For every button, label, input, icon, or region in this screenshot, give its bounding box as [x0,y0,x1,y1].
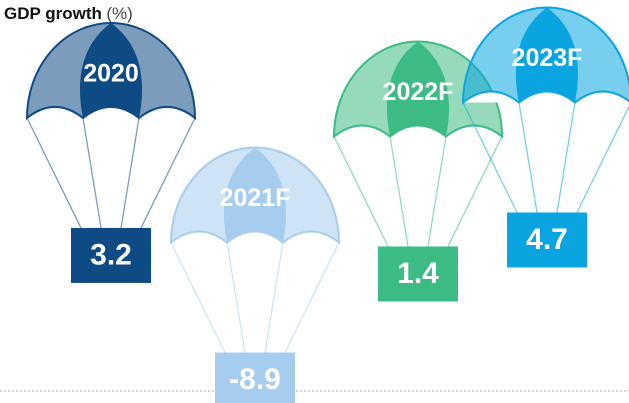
string [333,136,389,247]
value-label: 3.2 [90,238,132,271]
parachute: 2021F -8.9 [169,146,341,403]
string [427,136,447,247]
string [576,105,629,213]
parachute: 2020 3.2 [25,22,197,283]
string [140,117,196,229]
value-label: 4.7 [526,223,568,256]
string [556,102,576,213]
value-label: -8.9 [229,363,281,396]
chart-title: GDP growth (%) [4,4,133,23]
string [82,117,102,229]
canopy-stripe [515,7,579,103]
value-box [71,227,151,283]
unit: (%) [106,4,132,23]
category-label: 2022F [383,78,454,106]
value-box [507,212,587,268]
value-box [378,246,458,302]
canopy-stripe [386,41,450,137]
value-box [215,352,295,403]
string [389,136,409,247]
string [284,242,340,353]
string [264,242,284,353]
category-label: 2021F [220,184,291,212]
string [226,242,246,353]
canopy-inner [462,90,629,104]
canopy-stripe [223,147,287,243]
parachute: 2023F 4.7 [461,6,629,268]
canopy-stripe [79,22,143,118]
string [518,102,538,213]
category-label: 2023F [512,44,583,72]
string [447,136,503,247]
string [120,117,140,229]
canopy-inner [26,106,196,119]
title: GDP growth [4,4,102,23]
canopy-inner [170,230,340,244]
string [462,102,518,213]
string [170,242,226,353]
string [26,117,82,229]
category-label: 2020 [83,60,139,88]
value-label: 1.4 [397,257,439,290]
